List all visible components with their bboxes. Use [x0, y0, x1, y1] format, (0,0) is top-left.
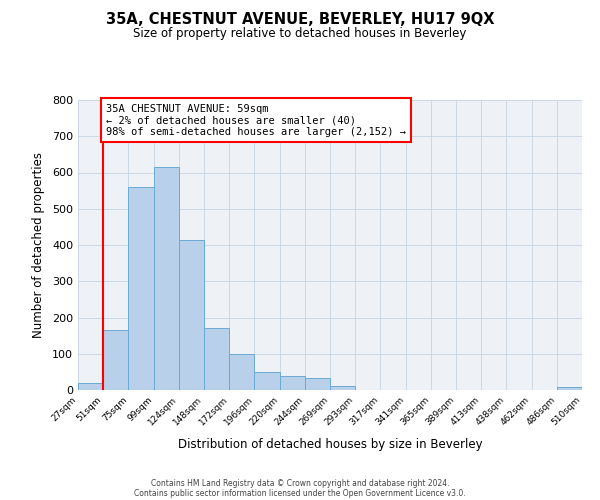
Bar [78, 383, 103, 390]
Bar [154, 167, 179, 390]
Bar [128, 187, 154, 390]
Bar [103, 330, 128, 390]
Bar [330, 386, 355, 390]
Bar [280, 376, 305, 390]
Bar [229, 354, 254, 390]
Bar [204, 328, 229, 390]
X-axis label: Distribution of detached houses by size in Beverley: Distribution of detached houses by size … [178, 438, 482, 451]
Text: 35A, CHESTNUT AVENUE, BEVERLEY, HU17 9QX: 35A, CHESTNUT AVENUE, BEVERLEY, HU17 9QX [106, 12, 494, 28]
Bar [179, 240, 204, 390]
Bar [557, 387, 582, 390]
Bar [305, 378, 330, 390]
Bar [254, 372, 280, 390]
Text: Contains HM Land Registry data © Crown copyright and database right 2024.: Contains HM Land Registry data © Crown c… [151, 478, 449, 488]
Y-axis label: Number of detached properties: Number of detached properties [32, 152, 45, 338]
Text: 35A CHESTNUT AVENUE: 59sqm
← 2% of detached houses are smaller (40)
98% of semi-: 35A CHESTNUT AVENUE: 59sqm ← 2% of detac… [106, 104, 406, 137]
Text: Contains public sector information licensed under the Open Government Licence v3: Contains public sector information licen… [134, 488, 466, 498]
Text: Size of property relative to detached houses in Beverley: Size of property relative to detached ho… [133, 28, 467, 40]
